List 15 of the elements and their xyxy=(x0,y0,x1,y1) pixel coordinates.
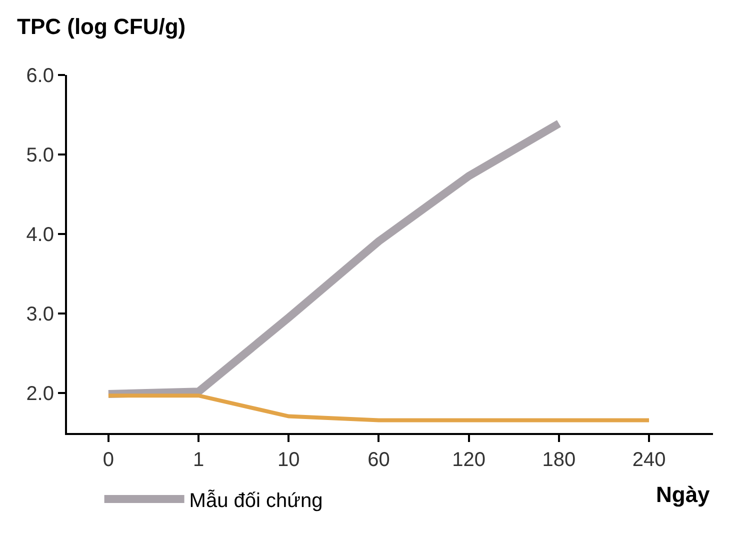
x-tick-label: 240 xyxy=(632,449,666,471)
y-tick-label: 6.0 xyxy=(26,65,54,87)
y-tick-label: 4.0 xyxy=(26,224,54,246)
x-tick-label: 0 xyxy=(102,449,114,471)
y-tick-label: 5.0 xyxy=(26,144,54,167)
y-tick-label: 2.0 xyxy=(26,383,54,406)
y-tick-label: 3.0 xyxy=(26,304,54,326)
x-tick-label: 180 xyxy=(542,449,576,471)
legend-label: Mẫu đối chứng xyxy=(189,488,323,512)
x-tick-label: 1 xyxy=(192,449,204,471)
x-tick-label: 120 xyxy=(452,449,486,471)
y-axis-title: TPC (log CFU/g) xyxy=(17,14,186,39)
x-tick-label: 60 xyxy=(368,449,390,471)
x-tick-label: 10 xyxy=(278,449,300,471)
x-axis-title: Ngày xyxy=(656,482,711,507)
